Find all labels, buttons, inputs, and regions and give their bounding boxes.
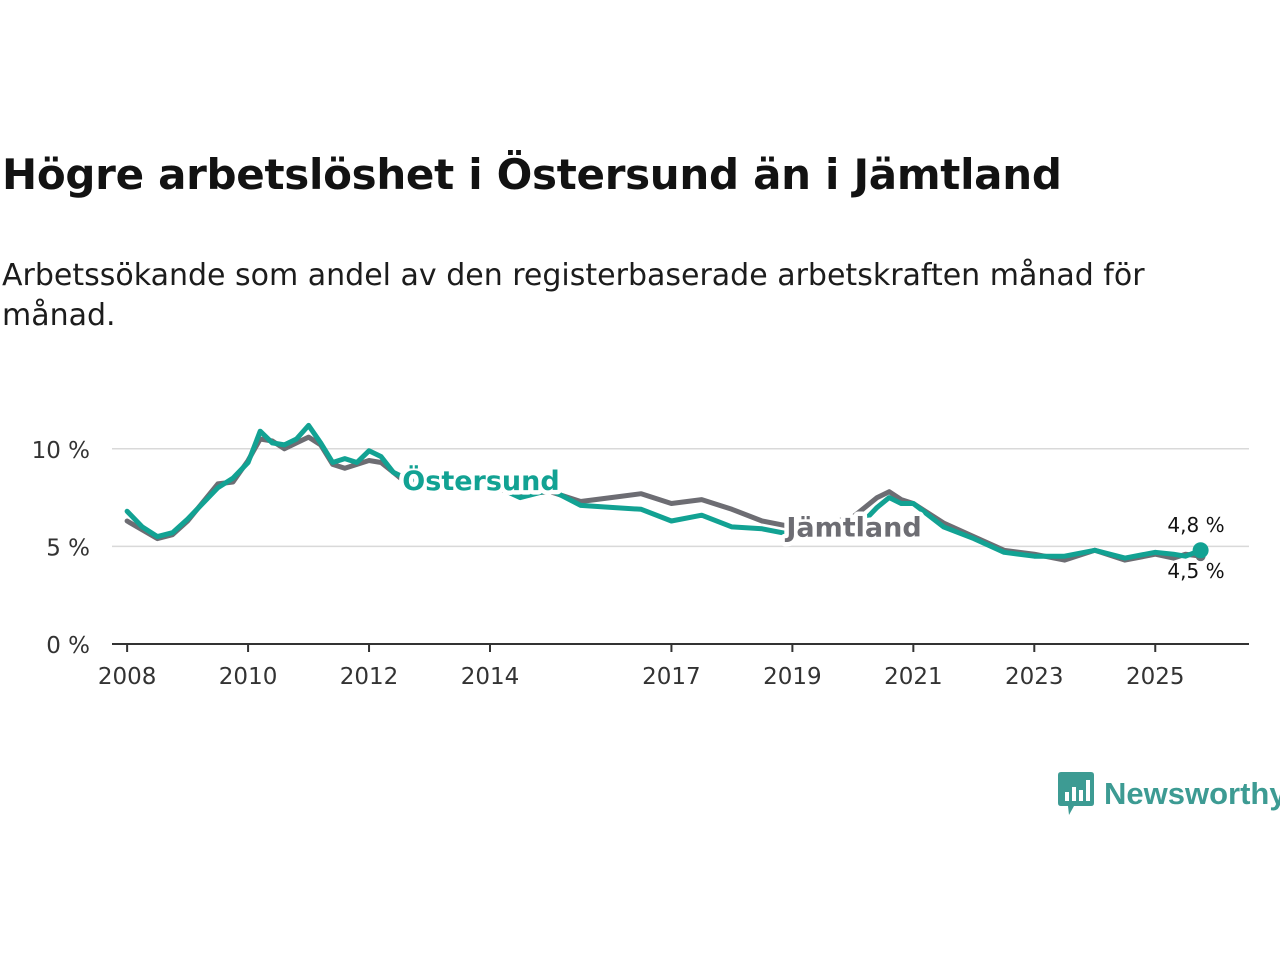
x-tick-label: 2019	[763, 664, 822, 690]
y-tick-label: 10 %	[32, 438, 90, 464]
x-axis-ticks: 2008 2010 2012 2014 2017 2019 2021 2023 2025	[98, 644, 1185, 690]
y-tick-label: 5 %	[46, 535, 90, 561]
bar-chart-icon	[1058, 772, 1094, 815]
line-chart: 0 %5 %10 % 2008 2010 2012 2014 2017 2019 2021 2…	[32, 422, 1249, 690]
chart-title: Högre arbetslöshet i Östersund än i Jämt…	[2, 150, 1062, 199]
y-axis-ticks: 0 % 5 % 10 %	[32, 438, 90, 659]
end-value-label-jamtland: 4,5 %	[1167, 559, 1224, 583]
x-tick-label: 2014	[461, 664, 520, 690]
gridlines	[112, 448, 1249, 548]
end-point-ostersund	[1192, 542, 1209, 559]
series-label-ostersund: Östersund	[402, 464, 559, 497]
x-tick-label: 2008	[98, 664, 157, 690]
series-line-ostersund	[124, 422, 1204, 561]
series-line-jamtland	[124, 434, 1204, 563]
chart-subtitle: Arbetssökande som andel av den registerb…	[2, 258, 1145, 333]
x-tick-label: 2021	[884, 664, 943, 690]
x-tick-label: 2025	[1126, 664, 1185, 690]
x-tick-label: 2023	[1005, 664, 1064, 690]
x-tick-label: 2017	[642, 664, 701, 690]
x-tick-label: 2012	[340, 664, 399, 690]
series-lines	[124, 422, 1209, 563]
end-value-label-ostersund: 4,8 %	[1167, 513, 1224, 537]
x-tick-label: 2010	[219, 664, 278, 690]
series-labels: Jämtland Östersund 4,8 % 4,5 %	[398, 459, 1225, 583]
series-label-jamtland: Jämtland	[784, 513, 921, 544]
newsworthy-logo: Newsworthy	[1058, 772, 1280, 816]
y-tick-label: 0 %	[46, 633, 90, 659]
brand-name: Newsworthy	[1104, 776, 1280, 811]
